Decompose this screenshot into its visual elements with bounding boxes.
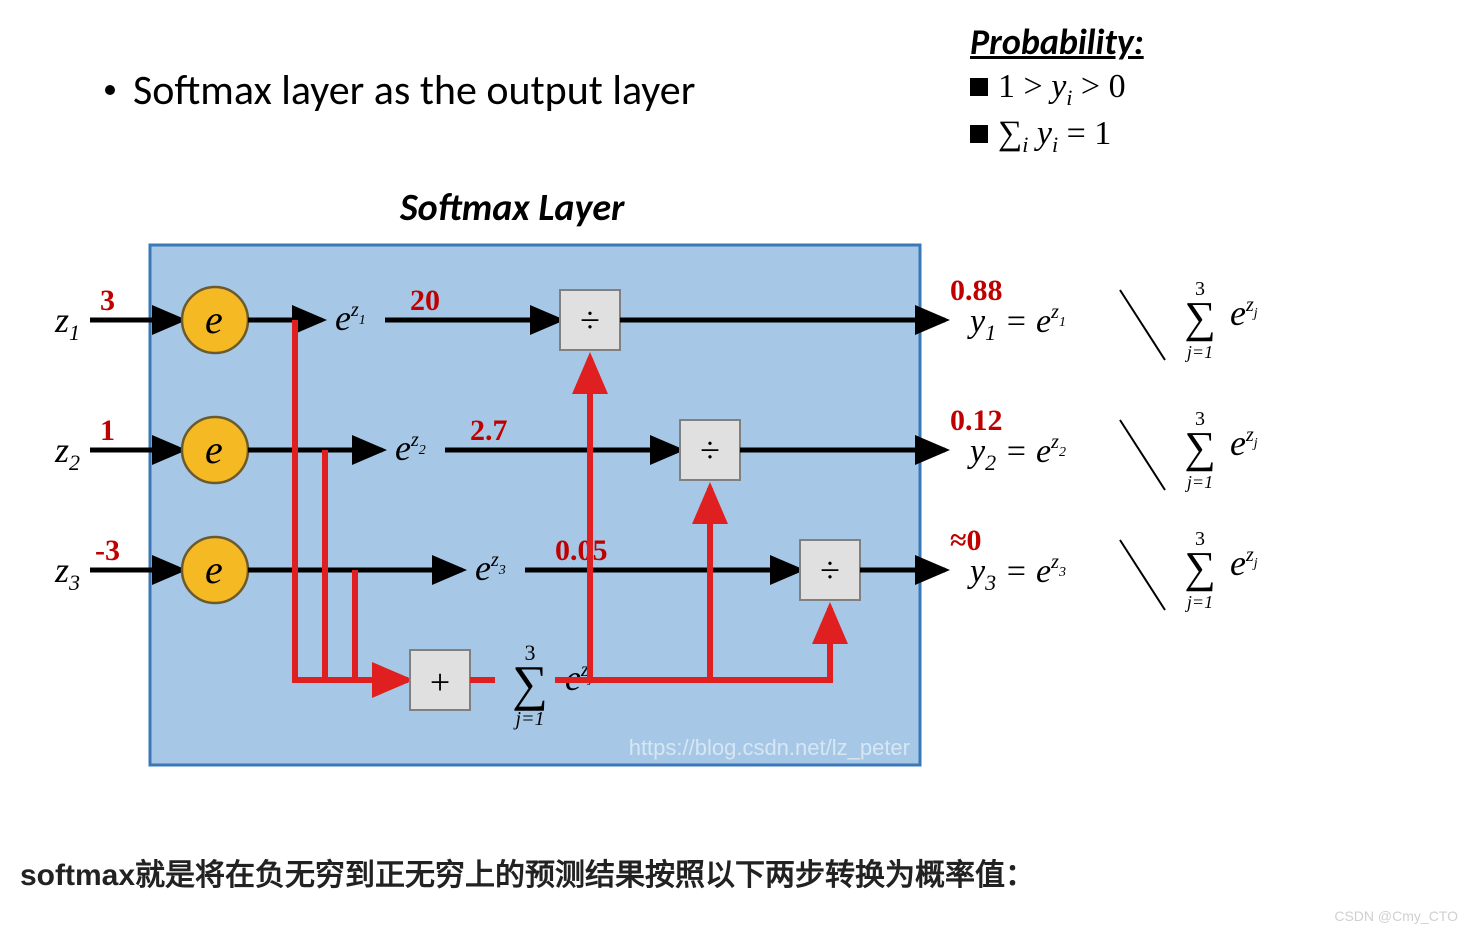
- ez1-value: 20: [410, 284, 440, 317]
- div-op-1: ÷: [580, 300, 600, 340]
- svg-text:j=1: j=1: [1185, 472, 1213, 492]
- svg-text:∑: ∑: [1184, 293, 1215, 342]
- ez2-value: 2.7: [470, 414, 508, 447]
- z2-value: 1: [100, 414, 115, 447]
- e-label-3: e: [205, 547, 223, 592]
- e-label-2: e: [205, 427, 223, 472]
- svg-text:ezj: ezj: [1230, 293, 1258, 333]
- sum-op: +: [430, 662, 450, 702]
- svg-text:j=1: j=1: [1185, 592, 1213, 612]
- svg-text:j=1: j=1: [512, 708, 544, 730]
- formula-1: y1 = ez1 3 ∑ j=1 ezj: [967, 278, 1258, 362]
- z1-value: 3: [100, 284, 115, 317]
- svg-text:∑: ∑: [1184, 543, 1215, 592]
- e-label-1: e: [205, 297, 223, 342]
- div-op-3: ÷: [820, 550, 840, 590]
- z2-label: z2: [54, 430, 80, 475]
- caption-text: softmax就是将在负无穷到正无穷上的预测结果按照以下两步转换为概率值：: [20, 850, 1035, 894]
- svg-text:∑: ∑: [512, 655, 548, 711]
- div-op-2: ÷: [700, 430, 720, 470]
- z1-label: z1: [54, 300, 80, 345]
- svg-text:y3 = ez3: y3 = ez3: [967, 551, 1066, 595]
- z3-label: z3: [54, 550, 80, 595]
- footer-watermark: CSDN @Cmy_CTO: [1334, 908, 1458, 924]
- svg-text:y1 = ez1: y1 = ez1: [967, 301, 1066, 345]
- svg-text:j=1: j=1: [1185, 342, 1213, 362]
- softmax-diagram: z1 3 e ez1 20 ÷ 0.88 z2 1 e ez2 2.7 ÷ 0.…: [0, 0, 1470, 930]
- svg-text:y2 = ez2: y2 = ez2: [967, 431, 1066, 475]
- formula-2: y2 = ez2 3 ∑ j=1 ezj: [967, 408, 1258, 492]
- ez3-value: 0.05: [555, 534, 608, 567]
- svg-text:ezj: ezj: [1230, 543, 1258, 583]
- inner-watermark: https://blog.csdn.net/lz_peter: [629, 735, 910, 760]
- svg-text:ezj: ezj: [1230, 423, 1258, 463]
- svg-text:∑: ∑: [1184, 423, 1215, 472]
- z3-value: -3: [95, 534, 120, 567]
- formula-3: y3 = ez3 3 ∑ j=1 ezj: [967, 528, 1258, 612]
